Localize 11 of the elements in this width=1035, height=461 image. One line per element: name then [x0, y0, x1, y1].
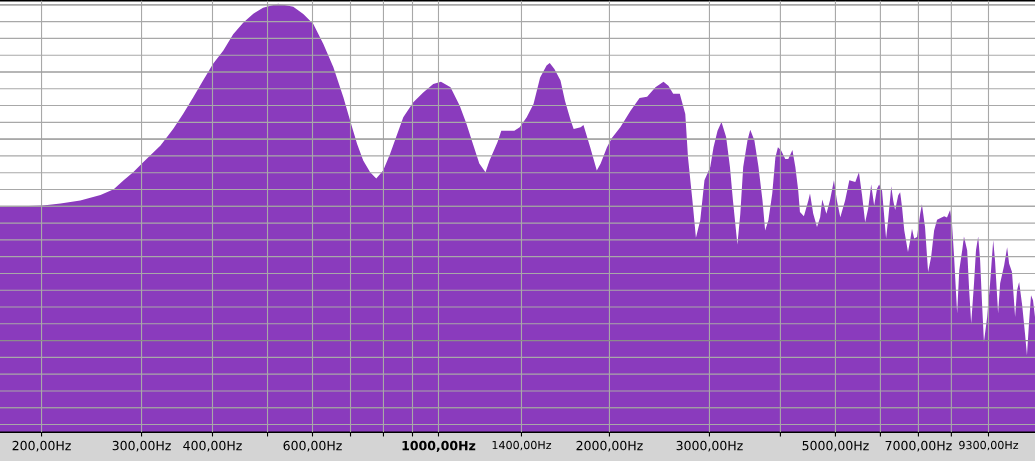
x-tick-label: 3000,00Hz [676, 440, 743, 452]
x-tick-label: 2000,00Hz [576, 440, 643, 452]
x-tick-label: 1400,00Hz [492, 440, 552, 451]
x-tick-label: 9300,00Hz [959, 440, 1019, 451]
x-tick-label: 300,00Hz [112, 440, 171, 452]
x-tick-label: 1000,00Hz [402, 440, 476, 452]
x-tick-label: 7000,00Hz [885, 440, 952, 452]
x-tick-label: 5000,00Hz [802, 440, 869, 452]
x-tick-label: 400,00Hz [183, 440, 242, 452]
x-tick-label: 200,00Hz [12, 440, 71, 452]
x-tick-label: 600,00Hz [283, 440, 342, 452]
